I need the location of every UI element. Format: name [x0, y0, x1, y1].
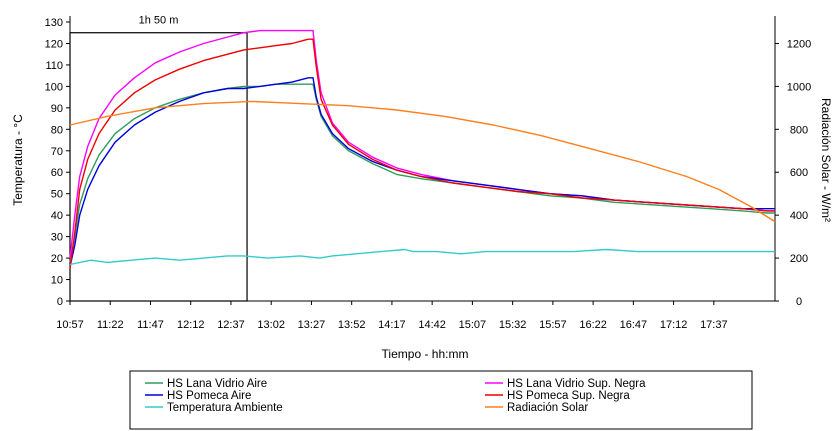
x-tick-label: 11:22	[97, 319, 124, 331]
y-right-tick-label: 600	[790, 167, 808, 179]
y-left-tick-label: 100	[45, 81, 63, 93]
series-line-6	[69, 100, 776, 223]
series-line-4	[69, 38, 775, 269]
annotation: 1h 50 m	[69, 15, 248, 302]
x-tick-label: 14:17	[378, 319, 406, 331]
annotation-box	[69, 32, 248, 302]
x-tick-label: 17:12	[660, 319, 688, 331]
axes: 0 10 20 30 40 50 60 70 80 90 100 110 120 130 0 200 400 60…	[45, 16, 811, 331]
x-tick-label: 11:47	[137, 319, 164, 331]
x-tick-label: 16:22	[579, 319, 607, 331]
x-tick-label: 14:42	[418, 319, 446, 331]
y-left-tick-label: 40	[51, 210, 63, 222]
series-line-2	[69, 29, 775, 259]
x-tick-label: 13:27	[298, 319, 326, 331]
y-left-tick-label: 80	[51, 124, 63, 136]
x-tick-label: 13:02	[257, 319, 285, 331]
x-axis-title: Tiempo - hh:mm	[382, 347, 469, 361]
y-left-tick-label: 50	[51, 189, 63, 201]
y-left-tick-label: 120	[45, 38, 63, 50]
series-line-5	[69, 248, 775, 266]
y-right-tick-label: 800	[790, 124, 808, 136]
legend-entry-label: HS Pomeca Aire	[167, 390, 251, 402]
y-left-tick-label: 70	[51, 146, 63, 158]
legend-entry-label: HS Lana Vidrio Aire	[167, 378, 267, 390]
x-tick-label: 13:52	[338, 319, 366, 331]
y-left-tick-label: 20	[51, 253, 63, 265]
x-tick-label: 15:57	[539, 319, 567, 331]
y-left-tick-label: 10	[51, 275, 63, 287]
y-right-tick-label: 1200	[787, 38, 811, 50]
legend-entry-label: HS Lana Vidrio Sup. Negra	[507, 378, 646, 390]
legend-box	[129, 370, 753, 430]
annotation-label: 1h 50 m	[139, 15, 179, 27]
x-tick-label: 12:37	[217, 319, 245, 331]
y-right-tick-label: 200	[790, 253, 808, 265]
legend-entry-label: Radiación Solar	[507, 402, 588, 414]
y-left-tick-label: 30	[51, 232, 63, 244]
y-left-tick-label: 90	[51, 103, 63, 115]
y-left-tick-label: 110	[45, 60, 63, 72]
x-tick-label: 17:37	[700, 319, 728, 331]
legend: HS Lana Vidrio Aire HS Lana Vidrio Sup. N…	[129, 370, 753, 430]
y-right-tick-label: 0	[796, 296, 802, 308]
legend-entry-label: Temperatura Ambiente	[167, 402, 283, 414]
y-axis-right-title: Radiación Solar - W/m²	[819, 98, 833, 222]
y-axis-left-title: Temperatura - °C	[11, 114, 25, 206]
series-group	[69, 29, 776, 269]
x-tick-label: 15:32	[499, 319, 527, 331]
x-tick-label: 10:57	[56, 319, 84, 331]
legend-entry-label: HS Pomeca Sup. Negra	[507, 390, 630, 402]
y-right-tick-label: 1000	[787, 81, 811, 93]
series-line-1	[69, 83, 775, 263]
x-tick-label: 15:07	[459, 319, 487, 331]
y-left-tick-label: 130	[45, 17, 63, 29]
x-tick-label: 12:12	[177, 319, 205, 331]
y-left-tick-label: 0	[57, 296, 63, 308]
y-left-tick-label: 60	[51, 167, 63, 179]
x-tick-label: 16:47	[620, 319, 648, 331]
y-right-tick-label: 400	[790, 210, 808, 222]
